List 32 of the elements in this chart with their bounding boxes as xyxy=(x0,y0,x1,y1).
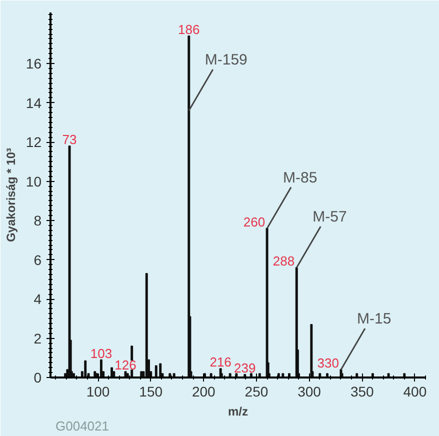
x-tick-label: 300 xyxy=(298,384,322,400)
x-tick-label: 250 xyxy=(244,384,268,400)
annotation: 103 xyxy=(90,346,112,361)
annotation: 239 xyxy=(234,360,256,376)
y-tick-label: 16 xyxy=(26,56,42,72)
annotation: M-159 xyxy=(204,52,248,69)
annotation: 330 xyxy=(317,356,340,371)
x-tick-label: 100 xyxy=(86,384,110,400)
y-tick-label: 0 xyxy=(34,370,42,386)
annotation: 260 xyxy=(243,214,266,230)
annotation: 126 xyxy=(114,358,136,373)
x-tick-label: 350 xyxy=(350,384,374,400)
text: G004021 xyxy=(56,418,109,434)
x-tick-label: 200 xyxy=(192,384,216,400)
x-tick-label: 150 xyxy=(139,384,163,400)
annotation: 216 xyxy=(210,354,232,370)
y-tick-label: 4 xyxy=(34,291,42,308)
annotation: 186 xyxy=(178,22,200,38)
annotation: M-57 xyxy=(312,208,347,226)
annotation: M-15 xyxy=(356,310,392,328)
y-axis-title: Gyakoriság * 10³ xyxy=(4,148,18,242)
annotation: M-85 xyxy=(283,169,318,186)
y-tick-label: 10 xyxy=(26,173,42,190)
x-tick-label: 400 xyxy=(403,384,427,400)
annotation: 73 xyxy=(62,132,77,147)
x-axis-title: m/z xyxy=(228,404,248,418)
y-tick-label: 14 xyxy=(26,94,42,111)
y-tick-label: 12 xyxy=(26,134,42,150)
annotation: 288 xyxy=(272,254,295,269)
y-tick-label: 8 xyxy=(34,212,42,229)
y-tick-label: 6 xyxy=(34,252,42,268)
y-tick-label: 2 xyxy=(34,330,42,346)
